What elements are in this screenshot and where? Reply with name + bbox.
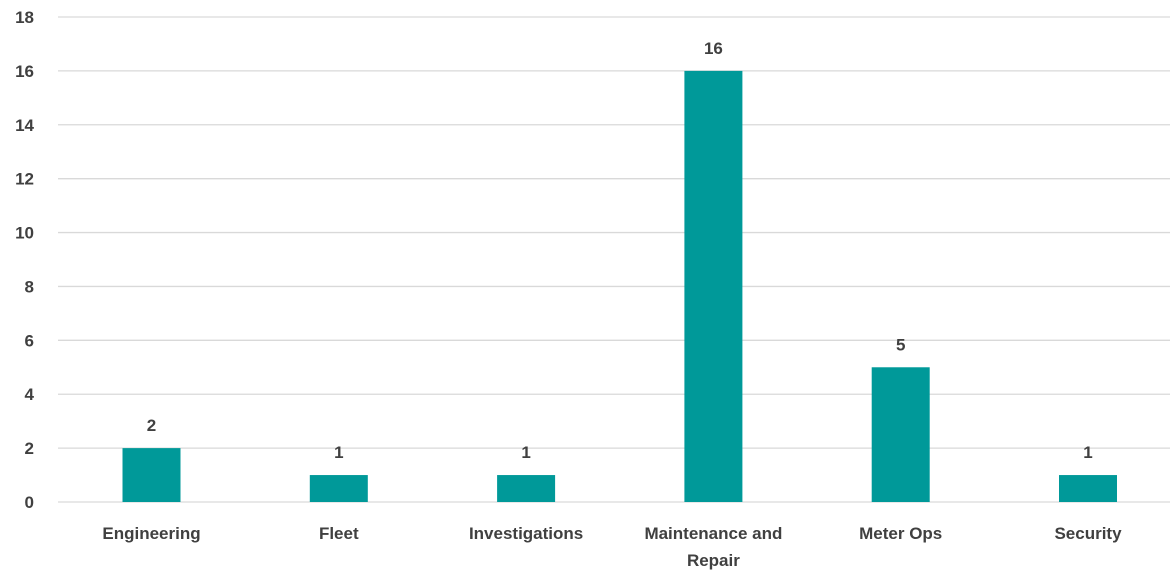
x-category-label: Fleet bbox=[319, 524, 359, 543]
x-category-label: Meter Ops bbox=[859, 524, 942, 543]
bar bbox=[684, 70, 743, 502]
bar bbox=[309, 475, 368, 502]
data-label: 1 bbox=[1083, 443, 1092, 462]
data-label: 5 bbox=[896, 335, 905, 354]
y-tick-label: 2 bbox=[25, 439, 34, 458]
x-category-label: Investigations bbox=[469, 524, 583, 543]
y-tick-label: 0 bbox=[25, 493, 34, 512]
x-axis-category-labels: Engineering Fleet Investigations Maintenanc… bbox=[102, 524, 1122, 570]
y-tick-label: 10 bbox=[15, 224, 34, 243]
data-label: 2 bbox=[147, 416, 156, 435]
gridlines bbox=[58, 16, 1170, 503]
y-tick-label: 8 bbox=[25, 277, 34, 296]
bar bbox=[122, 448, 181, 502]
y-tick-label: 12 bbox=[15, 170, 34, 189]
data-labels: 2 1 1 16 5 1 bbox=[147, 39, 1093, 462]
bars bbox=[122, 70, 1117, 502]
data-label: 1 bbox=[521, 443, 530, 462]
y-tick-label: 4 bbox=[25, 385, 35, 404]
x-category-label: Security bbox=[1054, 524, 1122, 543]
x-category-label: Maintenance and Repair bbox=[644, 524, 782, 570]
y-axis-tick-labels: 0 2 4 6 8 10 12 14 16 18 bbox=[15, 8, 34, 512]
y-tick-label: 14 bbox=[15, 116, 34, 135]
bar bbox=[497, 475, 556, 502]
y-tick-label: 18 bbox=[15, 8, 34, 27]
bar bbox=[871, 367, 930, 502]
y-tick-label: 16 bbox=[15, 62, 34, 81]
y-tick-label: 6 bbox=[25, 331, 34, 350]
bar bbox=[1059, 475, 1117, 502]
x-category-label: Engineering bbox=[102, 524, 200, 543]
data-label: 16 bbox=[704, 39, 723, 58]
data-label: 1 bbox=[334, 443, 343, 462]
